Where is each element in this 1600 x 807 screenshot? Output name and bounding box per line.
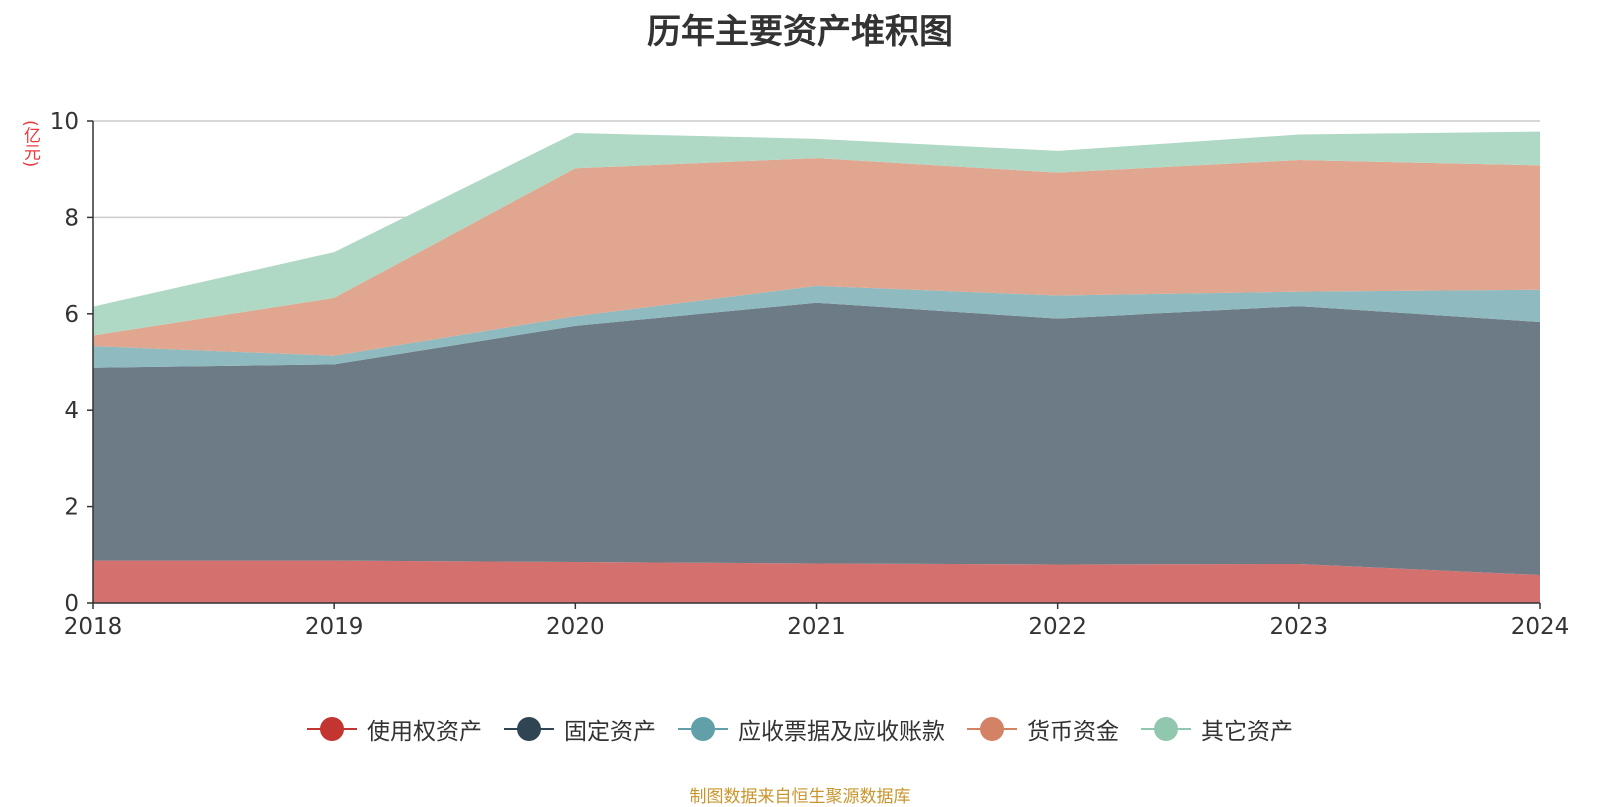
y-tick-label: 6 [64,302,79,328]
area-series-2 [93,302,1540,576]
y-tick-label: 8 [64,205,79,231]
y-tick-label: 10 [50,109,79,135]
legend-item[interactable]: 其它资产 [1141,712,1293,746]
legend-label: 使用权资产 [367,719,482,745]
area-series-3 [93,285,1540,368]
y-axis-unit-label: (亿元) [20,120,40,168]
chart-title: 历年主要资产堆积图 [647,12,953,52]
legend-label: 其它资产 [1201,719,1293,745]
legend-item[interactable]: 固定资产 [504,712,656,746]
legend-item[interactable]: 使用权资产 [307,712,482,746]
x-tick-label: 2021 [787,614,846,640]
legend-marker-icon [678,717,728,741]
legend-marker-icon [967,717,1017,741]
axes: 0 2 4 6 8 10 2018 2019 2020 2021 2022 2023 2024 [50,109,1570,640]
data-source-note: 制图数据来自恒生聚源数据库 [689,787,911,807]
x-tick-label: 2024 [1511,614,1570,640]
area-series-1 [93,560,1540,603]
area-series-4 [93,158,1540,356]
legend-marker-icon [1141,717,1191,741]
legend-label: 固定资产 [564,719,656,745]
x-tick-label: 2019 [305,614,364,640]
x-tick-label: 2018 [64,614,123,640]
y-tick-label: 4 [64,398,79,424]
x-tick-label: 2020 [546,614,605,640]
legend-label: 货币资金 [1027,719,1119,745]
legend-marker-icon [504,717,554,741]
area-series-5 [93,131,1540,336]
legend-item[interactable]: 应收票据及应收账款 [678,712,945,746]
area-series [93,131,1540,603]
legend-label: 应收票据及应收账款 [738,719,945,745]
legend-item[interactable]: 货币资金 [967,712,1119,746]
y-tick-label: 2 [64,495,79,521]
legend: 使用权资产 固定资产 应收票据及应收账款 货币资金 其它资产 [0,712,1600,746]
x-tick-label: 2022 [1028,614,1087,640]
y-tick-label: 0 [64,591,79,617]
x-tick-label: 2023 [1270,614,1329,640]
legend-marker-icon [307,717,357,741]
